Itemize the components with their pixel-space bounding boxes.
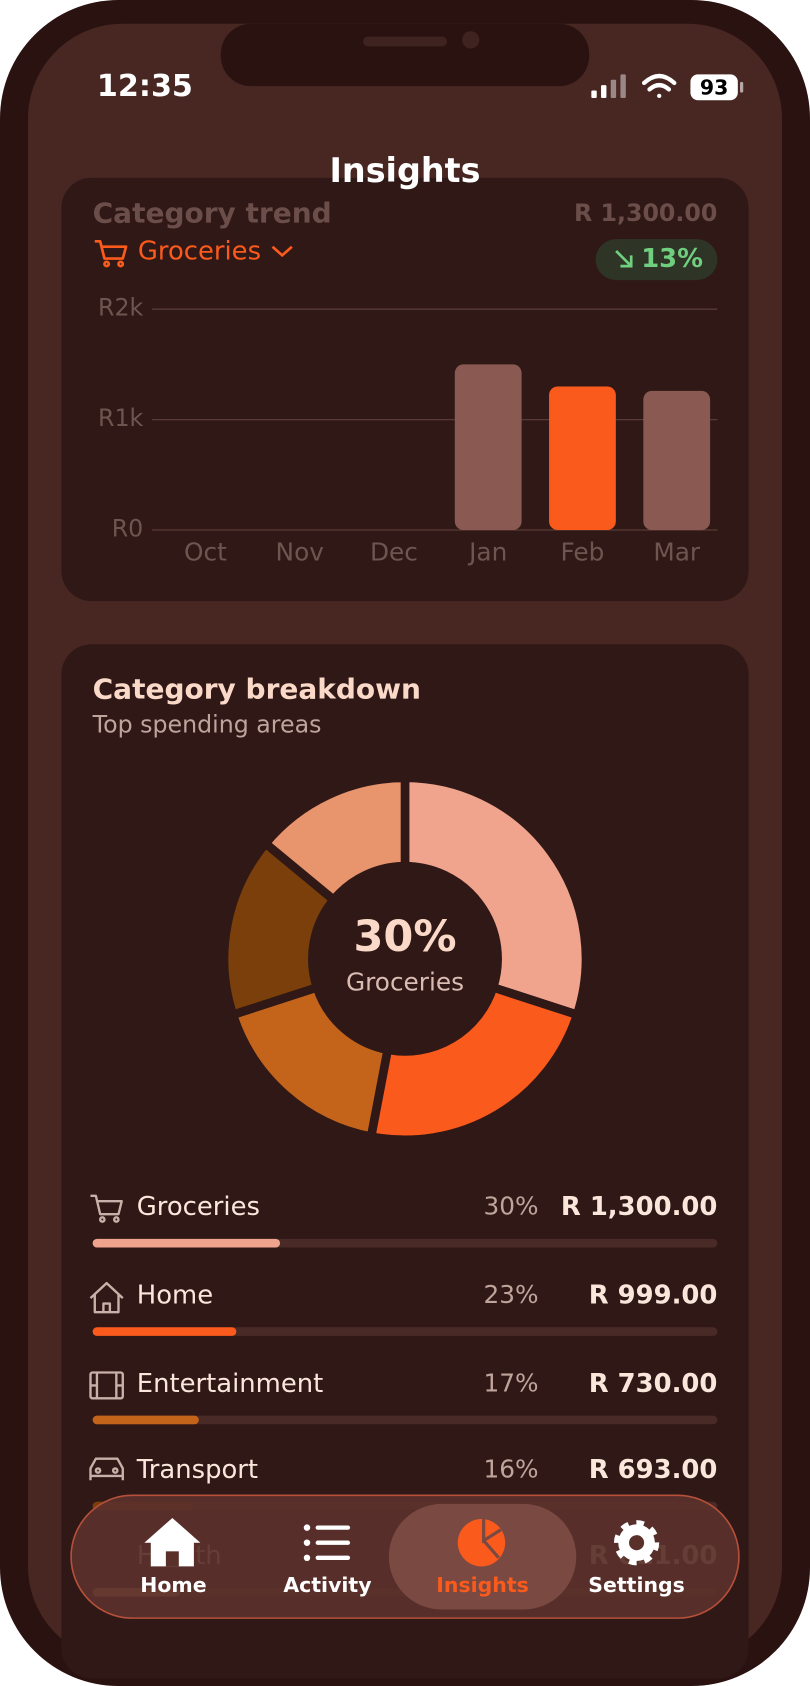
category-percent: 30% — [484, 1192, 539, 1221]
tab-label[interactable]: Settings — [588, 1573, 685, 1597]
bar — [454, 364, 522, 531]
camera — [462, 31, 480, 49]
trend-amount: R 1,300.00 — [574, 199, 717, 227]
category-selector[interactable]: Groceries — [138, 237, 261, 267]
category-amount: R 1,300.00 — [561, 1192, 717, 1222]
x-tick-label: Jan — [467, 538, 507, 567]
y-tick-label: R2k — [98, 294, 144, 322]
category-amount: R 999.00 — [589, 1281, 718, 1311]
dropdown-chevron[interactable] — [271, 245, 293, 258]
donut-segment — [400, 773, 591, 1020]
tab-label[interactable]: Activity — [283, 1573, 371, 1597]
change-badge — [595, 239, 718, 281]
category-name: Entertainment — [137, 1369, 323, 1399]
battery-icon — [690, 74, 738, 101]
list-icons — [89, 1194, 124, 1481]
y-tick-label: R1k — [98, 404, 144, 432]
donut-center-label: Groceries — [346, 968, 464, 997]
bar — [549, 386, 616, 531]
category-amount: R 730.00 — [589, 1369, 718, 1399]
trend-title: Category trend — [93, 196, 332, 229]
donut-segment — [228, 983, 392, 1141]
category-name: Home — [137, 1281, 213, 1311]
x-tick-label: Oct — [184, 538, 227, 567]
status-time: 12:35 — [97, 69, 193, 104]
progress-bar — [92, 1238, 281, 1248]
progress-track — [92, 1327, 718, 1336]
wifi-icon — [641, 73, 677, 99]
category-name: Groceries — [137, 1192, 260, 1222]
change-value: 13% — [641, 244, 703, 274]
battery-tip — [739, 81, 744, 93]
breakdown-subtitle: Top spending areas — [92, 711, 322, 739]
y-tick-label: R0 — [112, 515, 144, 543]
x-tick-label: Nov — [276, 538, 324, 567]
x-tick-label: Mar — [653, 538, 701, 567]
category-name: Transport — [136, 1455, 258, 1485]
progress-track — [92, 1415, 718, 1425]
donut-segment — [366, 983, 582, 1145]
home-tab-icon[interactable] — [144, 1517, 201, 1567]
progress-bar — [92, 1327, 237, 1336]
breakdown-title: Category breakdown — [93, 673, 421, 706]
activity-tab-icon[interactable] — [303, 1524, 351, 1562]
category-percent: 17% — [484, 1368, 539, 1397]
donut-segment — [261, 773, 410, 905]
insights-tab-icon[interactable] — [457, 1519, 506, 1567]
notch — [220, 23, 590, 87]
donut-center-value: 30% — [353, 912, 456, 962]
donut-segment — [219, 839, 338, 1020]
category-amount: R 693.00 — [589, 1455, 718, 1485]
battery-level: 93 — [700, 75, 728, 99]
settings-tab-icon[interactable] — [613, 1520, 660, 1566]
progress-bar — [92, 1415, 199, 1425]
signal-icon — [591, 74, 626, 99]
page-title: Insights — [330, 151, 481, 190]
bar-chart: R0 R1k R2k Oct Nov Dec Jan Feb Mar — [98, 294, 718, 567]
x-tick-label: Feb — [561, 538, 605, 567]
donut-chart — [219, 773, 591, 1145]
tab-label[interactable]: Home — [140, 1573, 206, 1597]
category-percent: 16% — [484, 1455, 539, 1484]
cart-icon — [94, 239, 128, 268]
x-tick-label: Dec — [370, 538, 418, 567]
category-percent: 23% — [484, 1280, 539, 1309]
speaker — [362, 36, 448, 47]
down-arrow — [615, 250, 633, 268]
bar — [643, 390, 711, 531]
tab-label-active[interactable]: Insights — [436, 1573, 529, 1597]
